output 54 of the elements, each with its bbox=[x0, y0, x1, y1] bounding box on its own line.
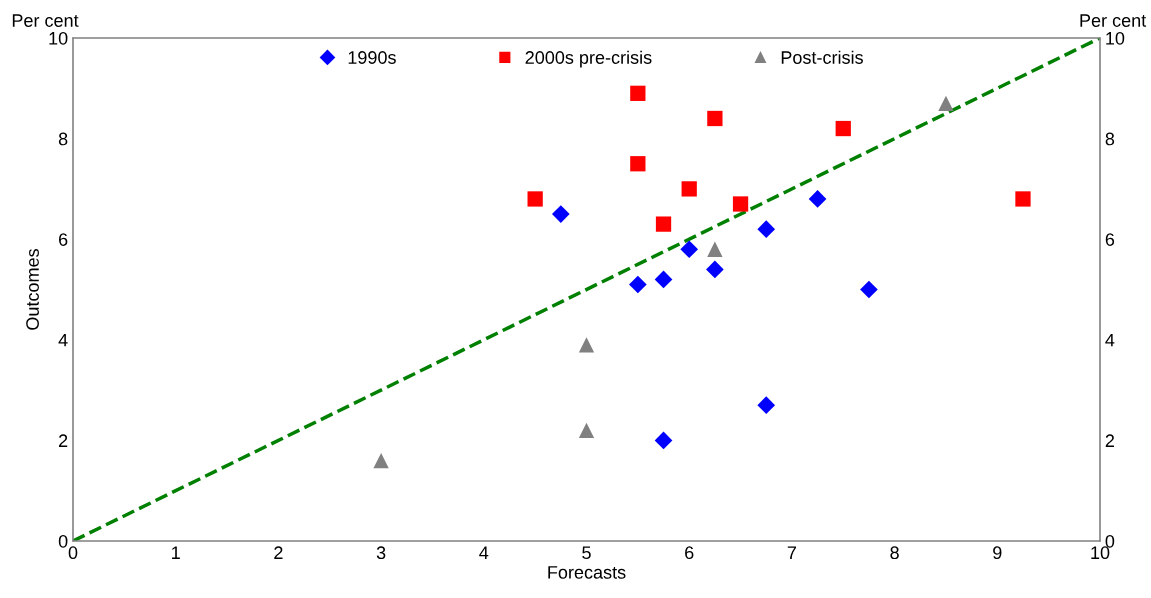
legend-label: Post-crisis bbox=[781, 50, 863, 64]
x-tick-label: 5 bbox=[582, 546, 591, 560]
point bbox=[629, 275, 647, 294]
y-tick-label: 6 bbox=[59, 233, 68, 246]
point bbox=[860, 280, 878, 299]
y2-tick-label: 2 bbox=[1105, 434, 1114, 447]
point bbox=[707, 110, 723, 127]
point bbox=[707, 241, 723, 257]
x-tick-label: 2 bbox=[274, 546, 283, 559]
y2-tick-label: 4 bbox=[1105, 333, 1115, 347]
x-tick-label: 9 bbox=[993, 546, 1002, 560]
x-tick-label: 3 bbox=[376, 546, 386, 560]
text: Per cent bbox=[12, 14, 79, 27]
point bbox=[527, 191, 543, 207]
point bbox=[578, 422, 595, 438]
point bbox=[938, 95, 954, 112]
point bbox=[654, 431, 673, 450]
y-axis-title: Outcomes bbox=[26, 249, 39, 330]
point bbox=[1015, 191, 1031, 207]
point bbox=[706, 260, 724, 279]
x-tick-label: 4 bbox=[479, 546, 489, 559]
point bbox=[630, 85, 646, 101]
x-tick-label: 10 bbox=[1091, 546, 1110, 560]
x-tick-label: 6 bbox=[685, 546, 694, 560]
point bbox=[681, 181, 697, 197]
y2-tick-label: 0 bbox=[1105, 534, 1115, 548]
legend-label: 1990s bbox=[348, 51, 396, 64]
point bbox=[630, 156, 646, 172]
x-axis-title: Forecasts bbox=[548, 566, 626, 579]
y2-tick-label: 10 bbox=[1106, 31, 1125, 45]
text: Per cent bbox=[1080, 14, 1147, 27]
point bbox=[808, 190, 827, 208]
y-tick-label: 2 bbox=[59, 434, 68, 447]
x-tick-label: 0 bbox=[68, 546, 78, 560]
point bbox=[578, 337, 595, 353]
point bbox=[680, 240, 699, 259]
y2-tick-label: 8 bbox=[1105, 132, 1115, 146]
y2-tick-label: 6 bbox=[1105, 233, 1115, 246]
y-tick-label: 4 bbox=[58, 333, 68, 347]
legend-label: 2000s pre-crisis bbox=[525, 50, 652, 68]
x-tick-label: 1 bbox=[172, 546, 180, 559]
x-tick-label: 8 bbox=[890, 546, 899, 560]
point bbox=[757, 396, 776, 415]
point bbox=[835, 120, 851, 137]
point bbox=[654, 270, 673, 289]
y-tick-label: 8 bbox=[58, 132, 68, 146]
point bbox=[373, 452, 389, 469]
point bbox=[655, 216, 672, 232]
point bbox=[551, 205, 570, 223]
point bbox=[732, 196, 749, 212]
y-tick-label: 0 bbox=[58, 534, 68, 548]
point bbox=[757, 220, 776, 238]
y-tick-label: 10 bbox=[49, 31, 68, 45]
x-tick-label: 7 bbox=[787, 546, 797, 559]
